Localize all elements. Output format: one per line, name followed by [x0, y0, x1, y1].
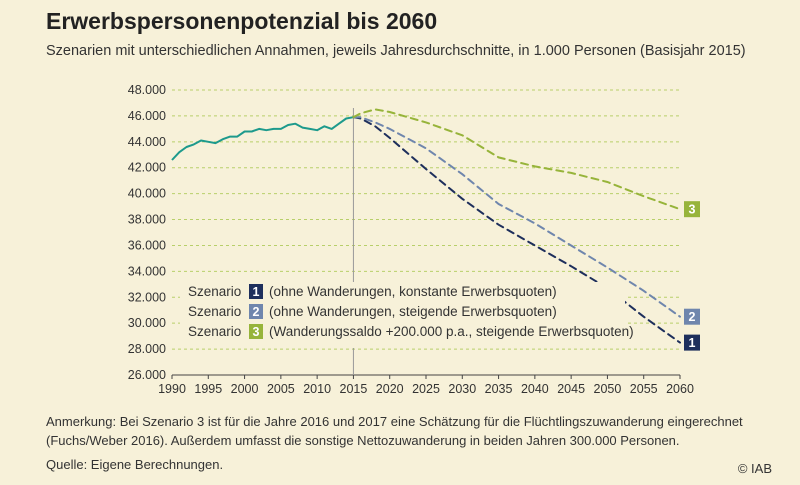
- y-tick-label: 26.000: [128, 368, 166, 382]
- y-tick-label: 28.000: [128, 342, 166, 356]
- x-tick-label: 2005: [267, 382, 295, 396]
- x-tick-label: 2015: [340, 382, 368, 396]
- scenario-1-end-badge: [684, 334, 700, 351]
- legend: Szenario 1 (ohne Wanderungen, konstante Er…: [180, 282, 634, 348]
- y-axis-ticks: 26.000 28.000 30.000 32.000 34.000 36.000 38.0…: [128, 83, 166, 382]
- x-tick-label: 2050: [594, 382, 622, 396]
- y-tick-label: 34.000: [128, 264, 166, 278]
- x-tick-label: 1995: [194, 382, 222, 396]
- x-tick-label: 1990: [158, 382, 186, 396]
- source-note: Quelle: Eigene Berechnungen.: [46, 457, 224, 472]
- y-tick-label: 40.000: [128, 187, 166, 201]
- copyright-label: © IAB: [737, 461, 772, 476]
- x-tick-label: 2020: [376, 382, 404, 396]
- legend-description: (ohne Wanderungen, steigende Erwerbsquot…: [269, 304, 557, 319]
- y-tick-label: 32.000: [128, 290, 166, 304]
- legend-label: Szenario: [188, 304, 241, 319]
- x-tick-label: 2060: [666, 382, 694, 396]
- legend-badge-3: [249, 324, 263, 339]
- y-tick-label: 44.000: [128, 135, 166, 149]
- scenario-1-end-badge-number: 1: [689, 336, 696, 350]
- footnote-line-1: Anmerkung: Bei Szenario 3 ist für die Ja…: [46, 414, 743, 429]
- end-badges: 1 2 3: [684, 201, 700, 351]
- legend-label: Szenario: [188, 324, 241, 339]
- scenario-2-line: [352, 116, 681, 318]
- x-tick-label: 2000: [231, 382, 259, 396]
- legend-badge-2: [249, 304, 263, 319]
- y-tick-label: 46.000: [128, 109, 166, 123]
- x-tick-label: 2025: [412, 382, 440, 396]
- scenario-3-end-badge-number: 3: [689, 203, 696, 217]
- legend-badge-number: 3: [253, 325, 260, 339]
- x-tick-label: 2040: [521, 382, 549, 396]
- y-tick-label: 30.000: [128, 316, 166, 330]
- x-tick-label: 2045: [557, 382, 585, 396]
- footnote-line-2: (Fuchs/Weber 2016). Außerdem umfasst die…: [46, 433, 680, 448]
- x-tick-label: 2055: [630, 382, 658, 396]
- legend-label: Szenario: [188, 284, 241, 299]
- scenario-2-end-badge-number: 2: [689, 310, 696, 324]
- chart-subtitle: Szenarien mit unterschiedlichen Annahmen…: [46, 43, 746, 59]
- legend-badge-1: [249, 284, 263, 299]
- scenario-3-line: [352, 108, 681, 211]
- history-line: [171, 116, 354, 161]
- y-tick-label: 36.000: [128, 238, 166, 252]
- x-tick-label: 2030: [448, 382, 476, 396]
- legend-description: (Wanderungssaldo +200.000 p.a., steigend…: [269, 324, 634, 339]
- x-tick-label: 2010: [303, 382, 331, 396]
- y-tick-label: 48.000: [128, 83, 166, 97]
- legend-badge-number: 1: [253, 285, 260, 299]
- chart-title: Erwerbspersonenpotenzial bis 2060: [46, 8, 438, 34]
- scenario-2-end-badge: [684, 308, 700, 325]
- legend-badge-number: 2: [253, 305, 260, 319]
- x-axis-ticks: 1990 1995 2000 2005 2010 2015 2020 2025 2030 2035…: [158, 375, 694, 396]
- y-tick-label: 42.000: [128, 161, 166, 175]
- y-tick-label: 38.000: [128, 213, 166, 227]
- x-tick-label: 2035: [485, 382, 513, 396]
- legend-description: (ohne Wanderungen, konstante Erwerbsquot…: [269, 284, 557, 299]
- scenario-3-end-badge: [684, 201, 700, 218]
